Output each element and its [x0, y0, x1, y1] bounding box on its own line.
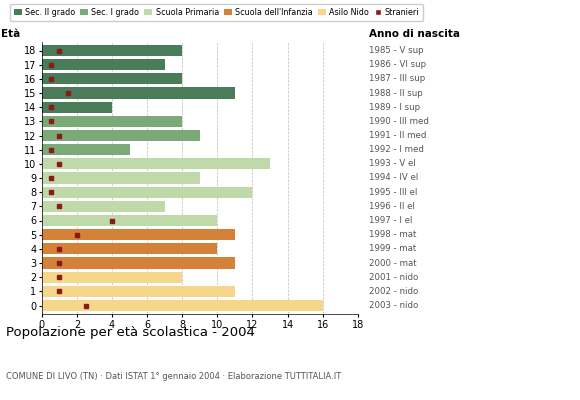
Text: 1999 - mat: 1999 - mat	[369, 244, 416, 253]
Bar	[42, 73, 182, 84]
Text: 1991 - II med: 1991 - II med	[369, 131, 426, 140]
Text: Anno di nascita: Anno di nascita	[369, 29, 460, 39]
Text: Popolazione per età scolastica - 2004: Popolazione per età scolastica - 2004	[6, 326, 255, 339]
Bar	[42, 215, 218, 226]
Bar	[42, 243, 218, 254]
Text: 1997 - I el: 1997 - I el	[369, 216, 412, 225]
Text: 1990 - III med: 1990 - III med	[369, 117, 429, 126]
Text: 2003 - nido: 2003 - nido	[369, 301, 418, 310]
Bar	[42, 201, 165, 212]
Text: 1998 - mat: 1998 - mat	[369, 230, 416, 239]
Text: 2001 - nido: 2001 - nido	[369, 273, 418, 282]
Bar	[42, 59, 165, 70]
Bar	[42, 258, 235, 268]
Bar	[42, 172, 200, 184]
Text: 2002 - nido: 2002 - nido	[369, 287, 418, 296]
Bar	[42, 144, 129, 155]
Text: 1992 - I med: 1992 - I med	[369, 145, 424, 154]
Text: 1996 - II el: 1996 - II el	[369, 202, 415, 211]
Text: COMUNE DI LIVO (TN) · Dati ISTAT 1° gennaio 2004 · Elaborazione TUTTITALIA.IT: COMUNE DI LIVO (TN) · Dati ISTAT 1° genn…	[6, 372, 341, 381]
Legend: Sec. II grado, Sec. I grado, Scuola Primaria, Scuola dell'Infanzia, Asilo Nido, : Sec. II grado, Sec. I grado, Scuola Prim…	[10, 4, 423, 21]
Bar	[42, 272, 182, 283]
Text: 1993 - V el: 1993 - V el	[369, 159, 416, 168]
Text: 1986 - VI sup: 1986 - VI sup	[369, 60, 426, 69]
Text: 1995 - III el: 1995 - III el	[369, 188, 417, 197]
Text: 1994 - IV el: 1994 - IV el	[369, 174, 418, 182]
Bar	[42, 45, 182, 56]
Bar	[42, 88, 235, 98]
Bar	[42, 229, 235, 240]
Bar	[42, 300, 322, 311]
Bar	[42, 158, 270, 169]
Text: 2000 - mat: 2000 - mat	[369, 258, 416, 268]
Bar	[42, 286, 235, 297]
Text: Età: Età	[1, 29, 20, 39]
Bar	[42, 130, 200, 141]
Text: 1987 - III sup: 1987 - III sup	[369, 74, 425, 83]
Bar	[42, 187, 252, 198]
Text: 1988 - II sup: 1988 - II sup	[369, 88, 423, 98]
Bar	[42, 102, 112, 113]
Bar	[42, 116, 182, 127]
Text: 1989 - I sup: 1989 - I sup	[369, 103, 420, 112]
Text: 1985 - V sup: 1985 - V sup	[369, 46, 423, 55]
